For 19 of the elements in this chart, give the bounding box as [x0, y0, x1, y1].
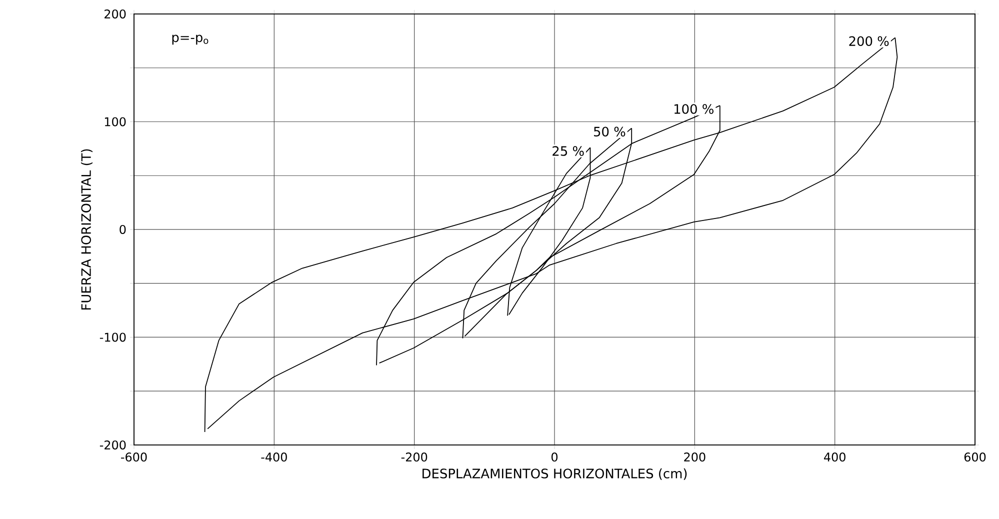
x-tick-label: -400: [261, 452, 287, 462]
annotation: p=-p$_{o}$: [172, 34, 208, 45]
y-axis-title: FUERZA HORIZONTAL (T): [80, 149, 93, 310]
y-tick-label: 100: [104, 117, 126, 126]
y-tick-label: -200: [100, 440, 126, 450]
y-tick-label: 0: [120, 224, 126, 234]
y-tick-label: -100: [100, 332, 126, 342]
y-tick-label: 200: [104, 9, 126, 19]
x-tick-label: 0: [551, 452, 558, 462]
series-label: 100 %: [674, 104, 714, 114]
x-tick-label: -200: [401, 452, 428, 462]
x-axis-title: DESPLAZAMIENTOS HORIZONTALES (cm): [422, 468, 687, 480]
x-tick-label: 600: [964, 452, 986, 462]
series-label: 25 %: [552, 146, 584, 156]
series-label: 50 %: [594, 126, 626, 137]
x-tick-label: -600: [121, 452, 147, 462]
x-tick-label: 200: [684, 452, 706, 462]
series-label: 200 %: [849, 36, 889, 46]
x-tick-label: 400: [824, 452, 846, 462]
